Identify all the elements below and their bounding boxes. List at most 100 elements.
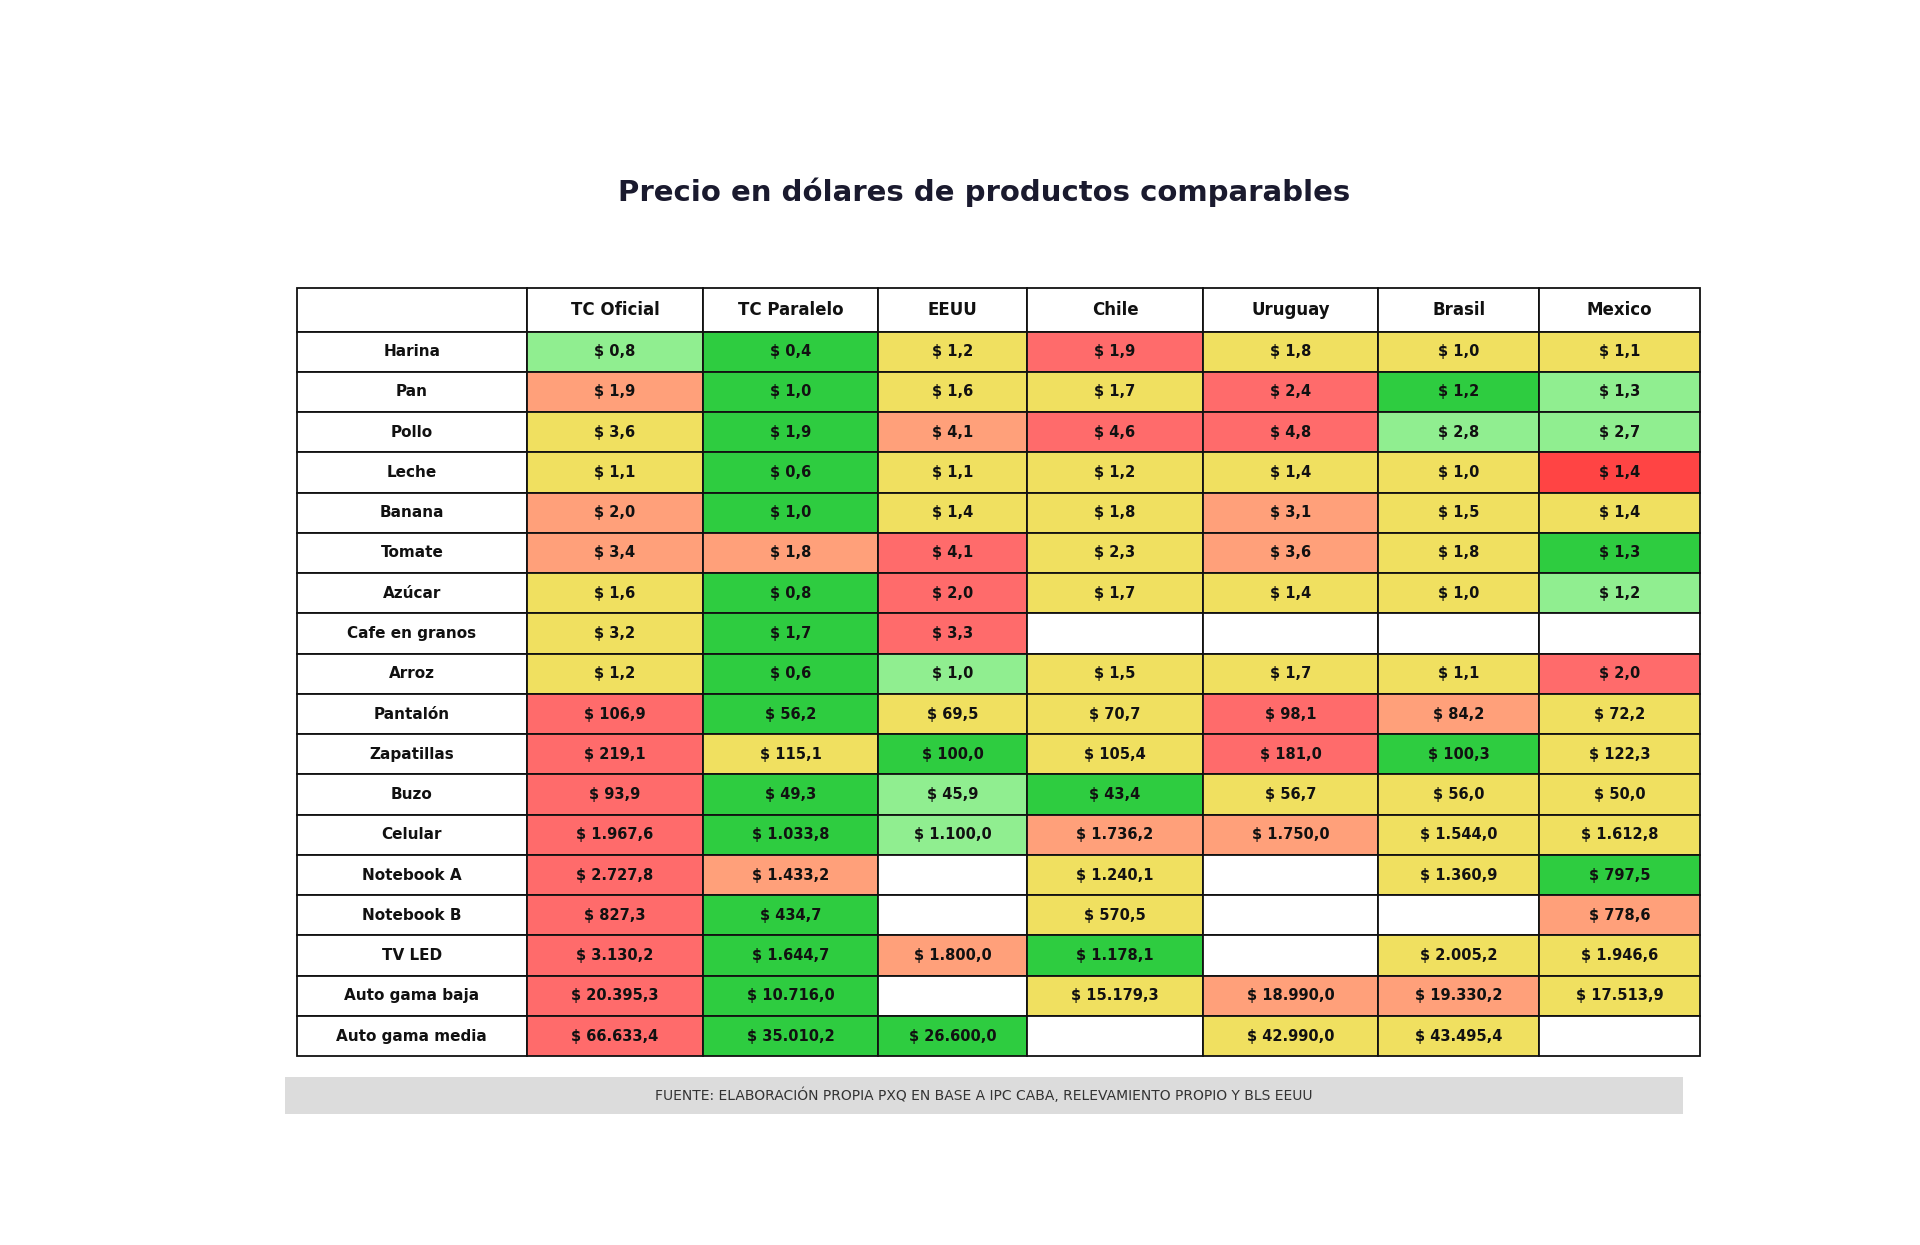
Text: $ 1.736,2: $ 1.736,2 <box>1077 828 1154 843</box>
Bar <box>1202 614 1379 654</box>
Text: $ 1,0: $ 1,0 <box>1438 464 1478 481</box>
Bar <box>1379 493 1540 533</box>
Text: Auto gama baja: Auto gama baja <box>344 989 480 1003</box>
Text: $ 1,6: $ 1,6 <box>595 585 636 601</box>
Text: Pollo: Pollo <box>392 425 432 439</box>
Text: $ 1,0: $ 1,0 <box>770 505 812 520</box>
Text: Cafe en granos: Cafe en granos <box>348 626 476 641</box>
Text: $ 778,6: $ 778,6 <box>1588 908 1649 923</box>
Bar <box>1379 735 1540 774</box>
Bar <box>1202 452 1379 493</box>
Bar <box>1379 774 1540 814</box>
Text: $ 45,9: $ 45,9 <box>927 787 979 802</box>
Text: $ 434,7: $ 434,7 <box>760 908 822 923</box>
Text: $ 1,7: $ 1,7 <box>1094 385 1135 400</box>
Bar <box>703 976 877 1016</box>
Text: Arroz: Arroz <box>390 666 434 681</box>
Text: $ 2,0: $ 2,0 <box>595 505 636 520</box>
Bar <box>1202 372 1379 412</box>
Bar <box>1379 976 1540 1016</box>
Bar <box>296 935 528 976</box>
Text: $ 1,3: $ 1,3 <box>1599 545 1640 560</box>
Text: Auto gama media: Auto gama media <box>336 1028 488 1043</box>
Text: $ 10.716,0: $ 10.716,0 <box>747 989 835 1003</box>
Bar <box>1379 814 1540 855</box>
Bar <box>1202 855 1379 895</box>
Bar <box>1202 976 1379 1016</box>
Text: Buzo: Buzo <box>392 787 432 802</box>
Bar <box>1379 614 1540 654</box>
Bar <box>1540 452 1699 493</box>
Text: $ 1,8: $ 1,8 <box>1438 545 1478 560</box>
Bar <box>528 1016 703 1056</box>
Bar <box>296 452 528 493</box>
Text: $ 35.010,2: $ 35.010,2 <box>747 1028 835 1043</box>
Bar <box>296 814 528 855</box>
Text: $ 105,4: $ 105,4 <box>1085 747 1146 762</box>
Text: $ 1.240,1: $ 1.240,1 <box>1077 868 1154 883</box>
Bar <box>1540 573 1699 614</box>
Bar <box>296 331 528 372</box>
Bar <box>877 855 1027 895</box>
Bar <box>296 895 528 935</box>
Text: $ 49,3: $ 49,3 <box>764 787 816 802</box>
Text: $ 72,2: $ 72,2 <box>1594 707 1645 722</box>
Text: Precio en dólares de productos comparables: Precio en dólares de productos comparabl… <box>618 178 1350 207</box>
Text: $ 1,5: $ 1,5 <box>1094 666 1135 681</box>
Bar <box>1027 1016 1202 1056</box>
Text: $ 1,3: $ 1,3 <box>1599 385 1640 400</box>
Text: $ 1,2: $ 1,2 <box>1438 385 1478 400</box>
Bar <box>528 289 703 331</box>
Bar <box>1540 935 1699 976</box>
Text: $ 70,7: $ 70,7 <box>1089 707 1140 722</box>
Bar <box>284 1077 1684 1114</box>
Bar <box>1027 331 1202 372</box>
Text: $ 1,1: $ 1,1 <box>1438 666 1478 681</box>
Bar <box>1379 331 1540 372</box>
Text: TV LED: TV LED <box>382 949 442 964</box>
Bar <box>528 372 703 412</box>
Bar <box>296 614 528 654</box>
Text: $ 43,4: $ 43,4 <box>1089 787 1140 802</box>
Bar <box>1202 412 1379 452</box>
Bar <box>703 533 877 573</box>
Bar <box>1379 452 1540 493</box>
Bar <box>1379 895 1540 935</box>
Bar <box>528 331 703 372</box>
Bar <box>528 735 703 774</box>
Bar <box>1202 735 1379 774</box>
Bar <box>1379 412 1540 452</box>
Bar <box>296 533 528 573</box>
Bar <box>703 774 877 814</box>
Bar <box>1202 289 1379 331</box>
Text: $ 1,7: $ 1,7 <box>1094 585 1135 601</box>
Bar <box>528 493 703 533</box>
Bar <box>703 693 877 735</box>
Text: $ 3,4: $ 3,4 <box>595 545 636 560</box>
Bar <box>1540 814 1699 855</box>
Text: $ 1,0: $ 1,0 <box>931 666 973 681</box>
Bar <box>1540 614 1699 654</box>
Bar <box>296 654 528 693</box>
Text: $ 219,1: $ 219,1 <box>584 747 645 762</box>
Text: $ 115,1: $ 115,1 <box>760 747 822 762</box>
Text: $ 1,9: $ 1,9 <box>595 385 636 400</box>
Bar <box>877 1016 1027 1056</box>
Bar <box>1027 693 1202 735</box>
Text: $ 19.330,2: $ 19.330,2 <box>1415 989 1503 1003</box>
Text: $ 1,2: $ 1,2 <box>1599 585 1640 601</box>
Bar <box>1027 774 1202 814</box>
Bar <box>296 976 528 1016</box>
Bar <box>877 976 1027 1016</box>
Bar <box>1379 573 1540 614</box>
Text: TC Oficial: TC Oficial <box>570 301 659 319</box>
Bar <box>1027 935 1202 976</box>
Bar <box>296 372 528 412</box>
Bar <box>877 774 1027 814</box>
Text: $ 1.178,1: $ 1.178,1 <box>1075 949 1154 964</box>
Text: Mexico: Mexico <box>1586 301 1653 319</box>
Bar <box>1027 895 1202 935</box>
Bar <box>1027 855 1202 895</box>
Text: $ 50,0: $ 50,0 <box>1594 787 1645 802</box>
Text: $ 100,0: $ 100,0 <box>922 747 983 762</box>
